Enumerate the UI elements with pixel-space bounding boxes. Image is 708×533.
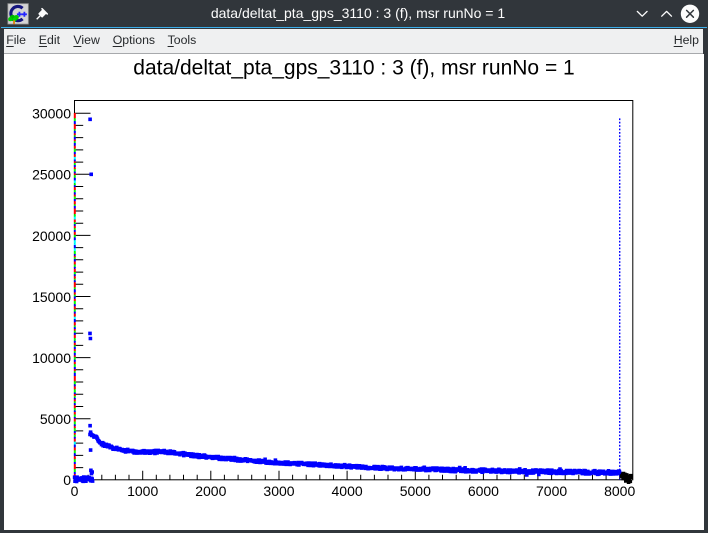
svg-text:3000: 3000 <box>263 483 294 499</box>
svg-text:6000: 6000 <box>468 483 499 499</box>
svg-text:1000: 1000 <box>127 483 158 499</box>
svg-text:0: 0 <box>63 472 71 488</box>
svg-text:2000: 2000 <box>195 483 226 499</box>
svg-text:5000: 5000 <box>40 411 71 427</box>
svg-text:4000: 4000 <box>332 483 363 499</box>
svg-text:25000: 25000 <box>32 167 71 183</box>
svg-text:data/deltat_pta_gps_3110 : 3 (: data/deltat_pta_gps_3110 : 3 (f), msr ru… <box>133 57 574 80</box>
svg-text:20000: 20000 <box>32 228 71 244</box>
svg-text:7000: 7000 <box>536 483 567 499</box>
svg-text:0: 0 <box>71 483 79 499</box>
svg-text:5000: 5000 <box>400 483 431 499</box>
svg-text:10000: 10000 <box>32 350 71 366</box>
svg-text:15000: 15000 <box>32 289 71 305</box>
svg-text:8000: 8000 <box>604 483 635 499</box>
svg-text:30000: 30000 <box>32 106 71 122</box>
